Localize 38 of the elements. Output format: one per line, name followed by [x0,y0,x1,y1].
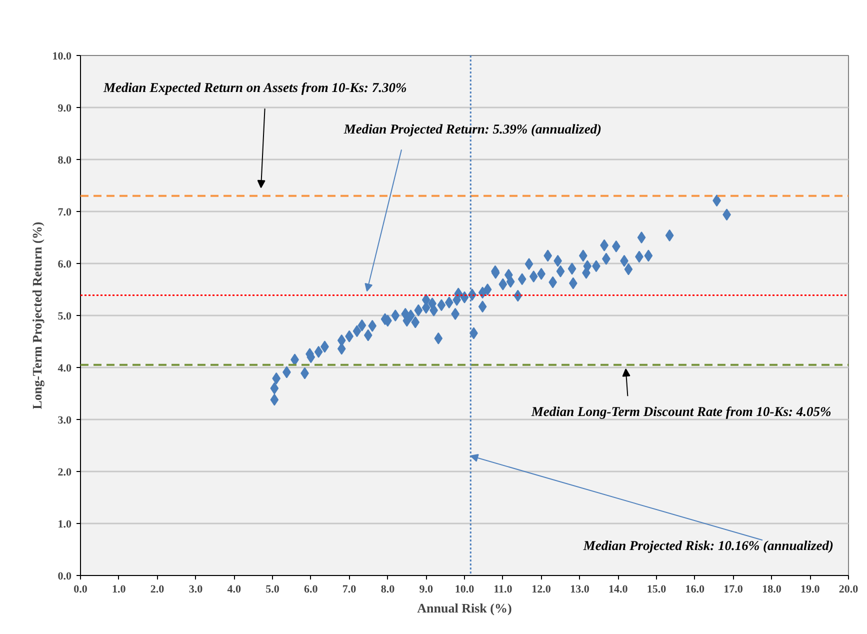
y-tick-label: 2.0 [58,466,72,478]
x-tick-label: 7.0 [342,584,357,596]
y-tick-label: 4.0 [58,362,72,374]
x-tick-label: 8.0 [380,584,396,596]
x-tick-label: 13.0 [570,584,590,596]
y-tick-label: 7.0 [58,206,72,218]
y-tick-label: 9.0 [58,102,72,114]
x-tick-label: 2.0 [150,584,165,596]
x-tick-label: 9.0 [419,584,434,596]
x-tick-label: 16.0 [685,584,706,596]
x-tick-label: 20.0 [838,584,859,596]
y-tick-label: 10.0 [52,50,72,62]
x-tick-label: 10.0 [454,584,475,596]
x-tick-label: 15.0 [646,584,667,596]
x-axis-title: Annual Risk (%) [417,600,512,616]
x-tick-label: 3.0 [188,584,204,596]
x-tick-label: 11.0 [494,584,513,596]
annotation: Median Projected Risk: 10.16% (annualized) [582,538,834,553]
x-tick-label: 19.0 [800,584,820,596]
annotation: Median Expected Return on Assets from 10-Ks: 7.30% [102,80,407,96]
x-tick-label: 6.0 [304,584,318,596]
annotation: Median Projected Return: 5.39% (annualized) [342,121,602,136]
x-tick-label: 14.0 [608,584,628,596]
y-axis-title: Long-Term Projected Return (%) [29,222,44,410]
y-tick-label: 3.0 [58,414,72,426]
y-tick-label: 1.0 [58,518,72,530]
x-tick-label: 5.0 [266,584,280,596]
x-tick-label: 1.0 [112,584,126,596]
y-tick-label: 8.0 [58,154,72,166]
y-tick-label: 6.0 [58,258,72,270]
x-tick-label: 12.0 [532,584,552,596]
annotation: Median Long-Term Discount Rate from 10-Ks: 4.05% [530,404,832,420]
y-tick-label: 5.0 [58,310,72,322]
x-tick-label: 4.0 [227,584,242,596]
x-tick-label: 0.0 [74,584,88,596]
y-tick-label: 0.0 [58,570,72,582]
x-tick-label: 17.0 [724,584,744,596]
x-tick-label: 18.0 [762,584,782,596]
